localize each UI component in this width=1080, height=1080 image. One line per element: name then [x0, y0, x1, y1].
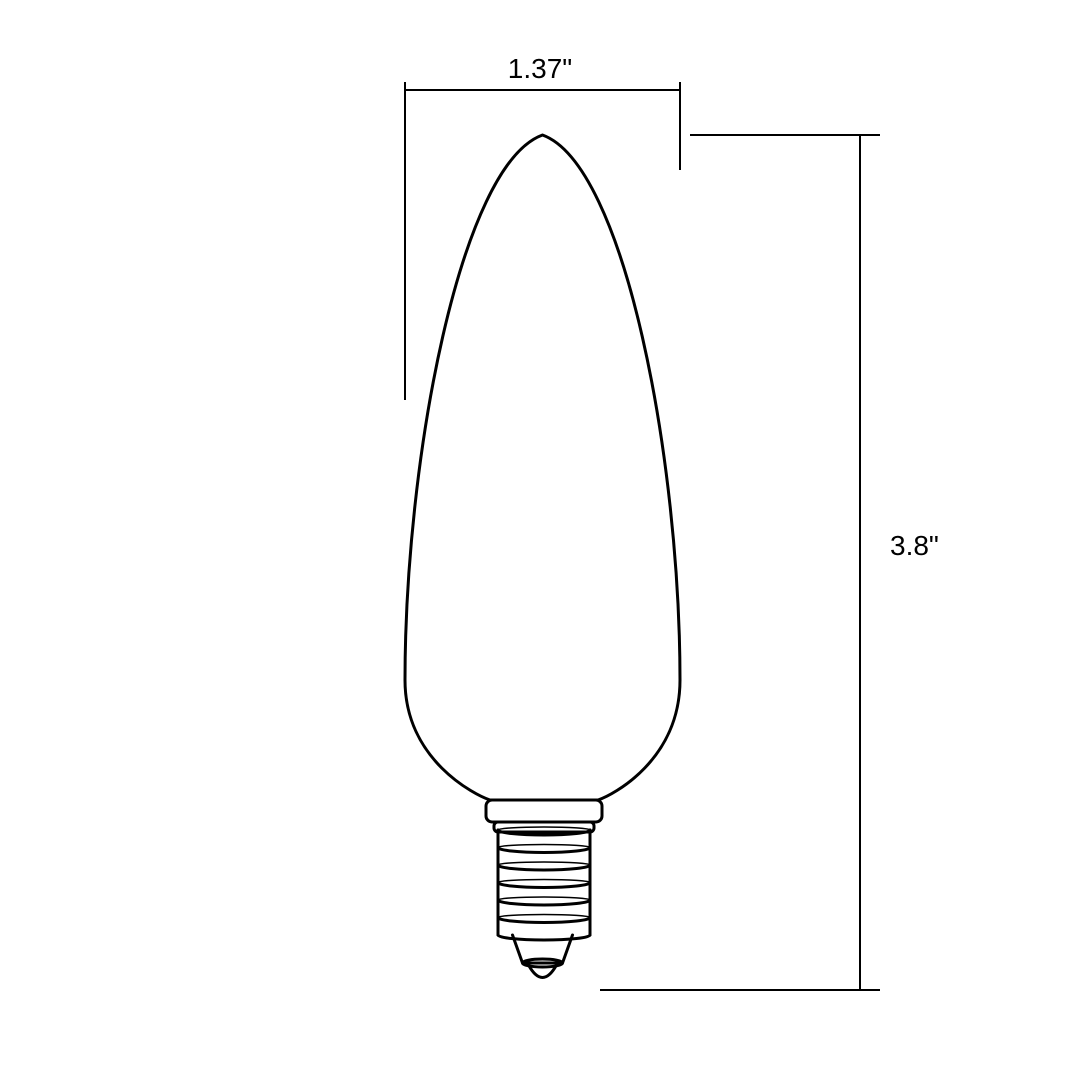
thread-ring	[498, 918, 590, 923]
dim-height-label: 3.8"	[890, 530, 939, 561]
thread-ring-back	[498, 880, 590, 883]
collar-upper	[486, 800, 602, 822]
thread-ring	[498, 900, 590, 905]
thread-ring-back	[498, 915, 590, 918]
bulb-glass	[405, 135, 680, 800]
thread-ring-back	[498, 845, 590, 848]
thread-ring-back	[498, 897, 590, 900]
thread-ring	[498, 848, 590, 853]
bulb-dimension-diagram: 1.37" 3.8"	[0, 0, 1080, 1080]
thread-ring-back	[498, 862, 590, 865]
thread-ring	[498, 883, 590, 888]
thread-ring	[498, 865, 590, 870]
dim-width-label: 1.37"	[508, 53, 572, 84]
thread-ring-back	[498, 827, 590, 830]
